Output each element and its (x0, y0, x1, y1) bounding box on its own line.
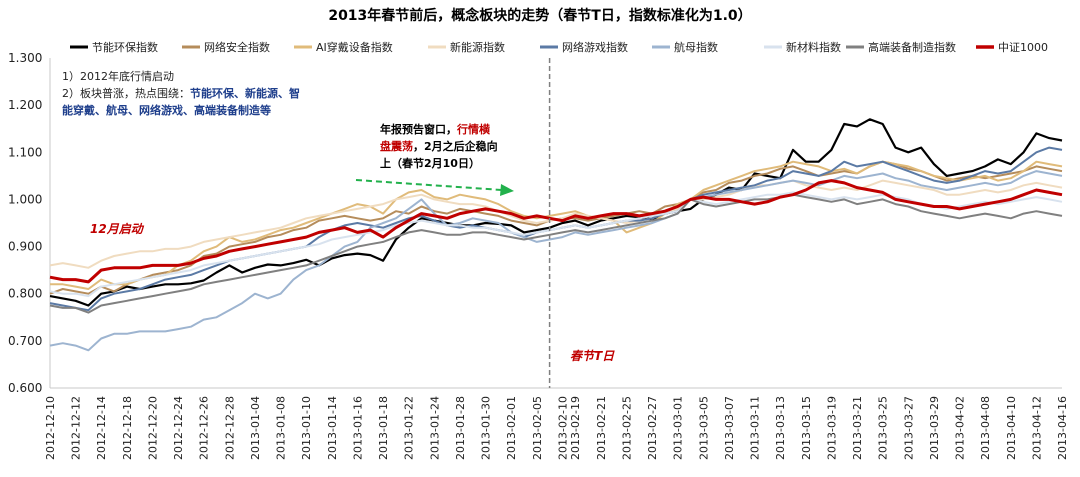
callout-line-2a: 盘震荡 (380, 139, 413, 153)
note-line-2: 2）板块普涨，热点围绕：节能环保、新能源、智 (62, 86, 300, 100)
x-tick-label: 2012-12-10 (44, 396, 57, 460)
y-tick-label: 1.200 (8, 98, 42, 112)
x-tick-label: 2013-01-28 (454, 396, 467, 460)
x-tick-label: 2013-03-19 (825, 396, 838, 460)
x-tick-label: 2012-12-26 (198, 396, 211, 460)
series-line-0 (49, 118, 1063, 307)
legend-label: 节能环保指数 (92, 40, 158, 54)
x-tick-label: 2012-12-24 (172, 396, 185, 460)
x-tick-label: 2012-12-20 (146, 396, 159, 460)
x-tick-label: 2013-01-16 (351, 396, 364, 460)
x-tick-label: 2013-02-25 (620, 396, 633, 460)
x-tick-label: 2013-04-08 (979, 396, 992, 460)
y-tick-label: 0.900 (8, 240, 42, 254)
x-tick-label: 2013-02-21 (595, 396, 608, 460)
legend-label: 网络安全指数 (204, 40, 270, 54)
legend-label: 中证1000 (998, 41, 1048, 54)
x-tick-label: 2013-03-07 (723, 396, 736, 460)
trend-arrow-head (500, 184, 514, 196)
x-tick-label: 2013-01-08 (275, 396, 288, 460)
x-tick-label: 2013-01-24 (428, 396, 441, 460)
legend-label: AI穿戴设备指数 (316, 40, 393, 54)
x-tick-label: 2013-02-10 (556, 396, 569, 460)
y-axis: 0.600 0.700 0.800 0.900 1.000 1.100 1.200 1.300 (8, 51, 51, 395)
start-label: 12月启动 (90, 222, 145, 236)
x-tick-label: 2013-03-29 (928, 396, 941, 460)
series-group (49, 118, 1063, 352)
x-tick-label: 2013-01-14 (326, 396, 339, 460)
callout-line-3: 上（春节2月10日） (380, 156, 480, 170)
y-tick-label: 1.100 (8, 145, 42, 159)
x-tick-label: 2013-02-01 (505, 396, 518, 460)
y-tick-label: 1.000 (8, 192, 42, 206)
note-line-3: 能穿戴、航母、网络游戏、高端装备制造等 (62, 103, 271, 117)
callout-line-2: 盘震荡，2月之后企稳向 (380, 139, 498, 153)
y-tick-label: 0.700 (8, 334, 42, 348)
series-line-2 (50, 160, 1063, 290)
legend-label: 新材料指数 (786, 40, 841, 54)
x-tick-label: 2013-04-12 (1030, 396, 1043, 460)
chart-title: 2013年春节前后，概念板块的走势（春节T日，指数标准化为1.0） (328, 7, 751, 24)
note-line-2-prefix: 2）板块普涨，热点围绕： (62, 86, 190, 100)
x-tick-label: 2013-03-21 (851, 396, 864, 460)
x-tick-label: 2013-01-22 (403, 396, 416, 460)
x-tick-label: 2013-02-19 (569, 396, 582, 460)
x-tick-label: 2013-03-05 (697, 396, 710, 460)
t-day-label: 春节T日 (570, 349, 615, 363)
y-tick-label: 0.800 (8, 287, 42, 301)
note-line-1: 1）2012年底行情启动 (62, 69, 174, 83)
callout-line-1b: 行情横 (456, 122, 491, 136)
x-tick-label: 2013-03-27 (902, 396, 915, 460)
x-tick-label: 2013-01-10 (300, 396, 313, 460)
x-tick-label: 2013-03-01 (672, 396, 685, 460)
x-tick-label: 2013-04-02 (954, 396, 967, 460)
x-tick-label: 2013-01-18 (377, 396, 390, 460)
x-tick-label: 2012-12-18 (121, 396, 134, 460)
legend: 节能环保指数 网络安全指数 AI穿戴设备指数 新能源指数 网络游戏指数 航母指数 新材料指数… (70, 40, 1048, 54)
x-tick-label: 2013-02-27 (646, 396, 659, 460)
x-tick-label: 2013-04-10 (1005, 396, 1018, 460)
trend-arrow (355, 179, 503, 191)
legend-label: 航母指数 (674, 40, 718, 54)
x-tick-label: 2013-03-13 (774, 396, 787, 460)
x-tick-label: 2013-03-11 (749, 396, 762, 460)
y-tick-label: 1.300 (8, 51, 42, 65)
x-tick-label: 2012-12-28 (223, 396, 236, 460)
series-line-5 (49, 170, 1063, 352)
x-tick-label: 2013-03-25 (877, 396, 890, 460)
y-tick-label: 0.600 (8, 381, 42, 395)
x-tick-label: 2012-12-14 (95, 396, 108, 460)
callout-line-1: 年报预告窗口，行情横 (380, 122, 491, 136)
series-line-7 (49, 193, 1063, 314)
note-line-2-topics: 节能环保、新能源、智 (190, 86, 300, 100)
callout-line-2b: ，2月之后企稳向 (413, 139, 498, 153)
x-tick-label: 2013-02-05 (531, 396, 544, 460)
x-axis: 2012-12-10 2012-12-12 2012-12-14 2012-12-18… (44, 387, 1069, 460)
legend-label: 网络游戏指数 (562, 40, 628, 54)
callout-line-1a: 年报预告窗口， (380, 122, 457, 136)
x-tick-label: 2013-03-15 (800, 396, 813, 460)
x-tick-label: 2013-04-16 (1056, 396, 1069, 460)
legend-label: 高端装备制造指数 (868, 40, 956, 54)
x-tick-label: 2012-12-12 (70, 396, 83, 460)
x-tick-label: 2013-01-30 (480, 396, 493, 460)
legend-label: 新能源指数 (450, 40, 505, 54)
x-tick-label: 2013-01-04 (249, 396, 262, 460)
series-line-8 (49, 179, 1063, 284)
